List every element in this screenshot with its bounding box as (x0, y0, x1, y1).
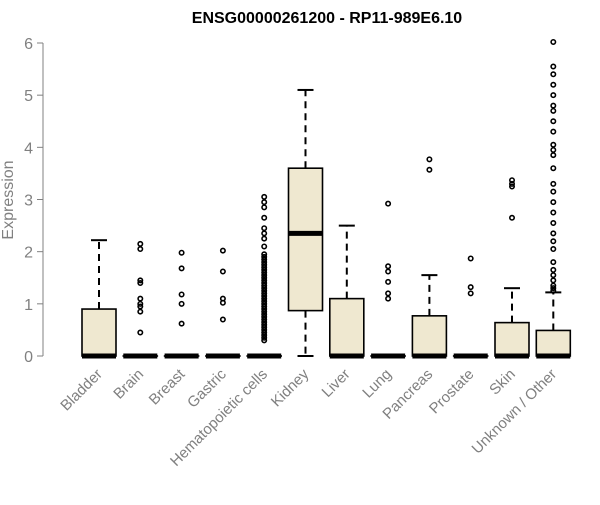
outlier-point (262, 244, 266, 248)
outlier-point (179, 292, 183, 296)
category-label: Bladder (57, 366, 106, 415)
category-label: Skin (486, 366, 519, 399)
outlier-point (551, 268, 555, 272)
outlier-point (551, 143, 555, 147)
outlier-point (386, 269, 390, 273)
outlier-point (386, 291, 390, 295)
outlier-point (386, 201, 390, 205)
outlier-point (551, 221, 555, 225)
box-group (82, 240, 116, 356)
y-tick-label: 5 (24, 88, 33, 105)
outlier-point (221, 248, 225, 252)
outlier-point (551, 109, 555, 113)
box (536, 330, 570, 356)
box-group (206, 248, 240, 356)
outlier-point (179, 251, 183, 255)
chart-title: ENSG00000261200 - RP11-989E6.10 (192, 10, 463, 27)
outlier-point (138, 247, 142, 251)
box-group (289, 90, 323, 356)
outlier-point (262, 205, 266, 209)
outlier-point (262, 226, 266, 230)
outlier-point (551, 239, 555, 243)
outlier-point (179, 302, 183, 306)
y-tick-label: 3 (24, 193, 33, 210)
box-group (165, 251, 199, 357)
outlier-point (551, 103, 555, 107)
outlier-point (551, 278, 555, 282)
outlier-point (138, 330, 142, 334)
box-group (495, 178, 529, 356)
box-group (371, 201, 405, 356)
category-label: Liver (319, 366, 354, 401)
outlier-point (551, 64, 555, 68)
category-label: Lung (359, 366, 395, 402)
outlier-point (551, 153, 555, 157)
outlier-point (386, 296, 390, 300)
outlier-point (262, 216, 266, 220)
y-axis-label: Expression (0, 160, 17, 239)
box-group (330, 226, 364, 356)
outlier-point (551, 273, 555, 277)
outlier-point (262, 236, 266, 240)
outlier-point (221, 301, 225, 305)
box-group (412, 157, 446, 356)
outlier-point (551, 129, 555, 133)
box (82, 309, 116, 356)
box (412, 316, 446, 356)
category-label: Prostate (426, 366, 478, 418)
outlier-point (551, 166, 555, 170)
outlier-point (427, 168, 431, 172)
box-group (123, 242, 157, 356)
outlier-point (262, 195, 266, 199)
outlier-point (551, 40, 555, 44)
box-series (82, 40, 570, 356)
outlier-point (386, 280, 390, 284)
outlier-point (551, 119, 555, 123)
outlier-point (551, 148, 555, 152)
outlier-point (551, 182, 555, 186)
box (289, 168, 323, 310)
outlier-point (551, 231, 555, 235)
y-tick-label: 1 (24, 297, 33, 314)
category-label: Kidney (268, 365, 313, 410)
outlier-point (221, 317, 225, 321)
category-label: Breast (146, 365, 189, 408)
y-tick-label: 4 (24, 140, 33, 157)
y-tick-label: 6 (24, 36, 33, 53)
box (330, 299, 364, 356)
y-tick-label: 2 (24, 245, 33, 262)
box-group (454, 256, 488, 356)
category-label: Brain (110, 366, 147, 403)
outlier-point (551, 247, 555, 251)
outlier-point (427, 157, 431, 161)
outlier-point (469, 291, 473, 295)
outlier-point (179, 266, 183, 270)
outlier-point (262, 231, 266, 235)
outlier-point (510, 216, 514, 220)
outlier-point (179, 321, 183, 325)
box-group (247, 195, 281, 356)
outlier-point (138, 242, 142, 246)
outlier-point (551, 83, 555, 87)
box (495, 323, 529, 356)
outlier-point (551, 210, 555, 214)
outlier-point (138, 309, 142, 313)
outlier-point (469, 256, 473, 260)
outlier-point (551, 260, 555, 264)
outlier-point (551, 72, 555, 76)
outlier-point (551, 200, 555, 204)
y-axis: 0 1 2 3 4 5 6 (24, 36, 43, 366)
outlier-point (262, 200, 266, 204)
y-tick-label: 0 (24, 349, 33, 366)
outlier-point (386, 264, 390, 268)
outlier-point (221, 269, 225, 273)
outlier-point (469, 285, 473, 289)
outlier-point (551, 93, 555, 97)
box-group (536, 40, 570, 356)
outlier-point (551, 189, 555, 193)
outlier-point (138, 296, 142, 300)
